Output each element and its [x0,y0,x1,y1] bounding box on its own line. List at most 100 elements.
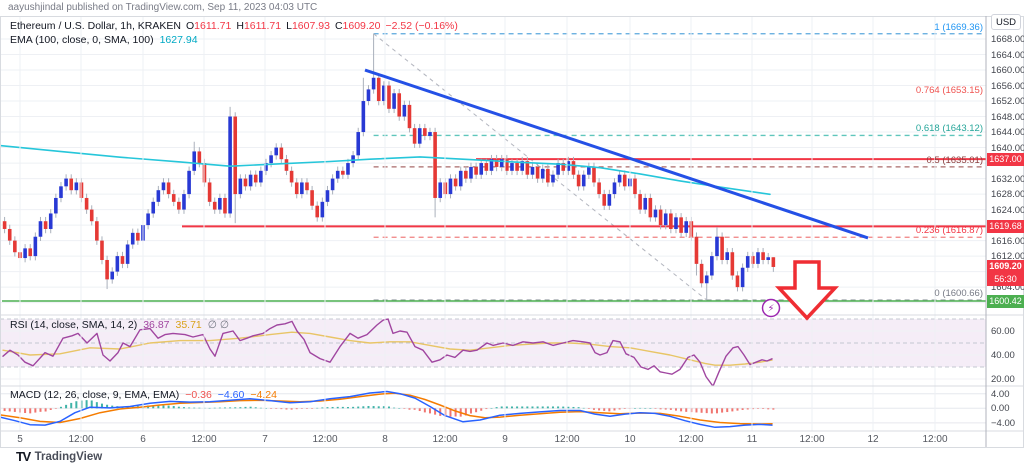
candle [136,232,140,241]
time-axis-label: 12 [867,434,879,445]
candle [305,182,309,191]
rsi-axis-label: 40.00 [991,350,1015,361]
candle [551,174,555,183]
price-axis-label: 1660.00 [991,65,1024,77]
time-axis-label: 6 [140,434,146,445]
candle [684,221,689,233]
candle [448,178,453,195]
tv-logo-text: TradingView [34,450,103,463]
candle [622,174,627,187]
candle [407,104,412,129]
candle [730,252,735,276]
candle [453,178,458,187]
candle [223,197,227,214]
candle [43,221,48,229]
candle [218,197,222,210]
fib-level-label: 0.236 (1616.87) [915,225,983,237]
candle [653,209,658,218]
candle [310,190,314,206]
candle [699,263,704,284]
candle [115,256,120,272]
candle [704,275,709,284]
candle [187,170,191,195]
candle [28,248,33,257]
price-axis-label: 1652.00 [991,96,1024,108]
time-axis-label: 12:00 [68,434,94,445]
candle [146,213,150,226]
candle [279,147,284,160]
ohlc-value: 1611.71 [243,20,282,32]
lightning-sticker [761,298,781,318]
time-axis-label: 12:00 [312,434,338,445]
ohlc-label: O [185,20,195,32]
rsi-axis-label: 20.00 [991,374,1015,385]
candle [238,178,243,195]
published-info: aayushjindal published on TradingView.co… [8,2,318,13]
candle [489,159,494,171]
candle [361,101,366,133]
tv-logo-icon: TV [16,449,31,464]
candle [325,190,330,202]
candle [581,174,586,187]
symbol-legend: Ethereum / U.S. Dollar, 1h, KRAKEN O 1611.… [10,20,458,32]
candle [59,186,63,198]
candle [54,197,58,214]
candle [428,132,432,136]
candle [376,77,381,102]
time-axis-label: 12:00 [191,434,217,445]
candle [587,166,591,175]
ohlc-label: L [286,20,292,32]
candle [417,128,422,144]
candle [228,116,232,214]
candle [766,257,771,260]
macd-axis-label: −4.00 [991,417,1016,429]
candle [346,163,350,175]
candle [335,170,340,179]
time-axis-label: 8 [382,434,388,445]
candle [720,236,724,260]
candle [464,170,468,179]
candle [289,170,294,183]
candle [607,194,612,206]
time-axis-label: 5 [17,434,23,445]
candle [571,161,576,175]
candle [105,259,109,280]
symbol-title: Ethereum / U.S. Dollar, 1h, KRAKEN [10,20,181,32]
candle [474,166,478,175]
price-pane [0,33,986,304]
price-axis-label: 1616.00 [991,235,1024,247]
candle [171,194,176,202]
candle [100,240,104,260]
candle [525,161,530,175]
lightning-icon: ⚡ [767,304,774,315]
candle [535,166,540,179]
price-axis-label: 1656.00 [991,80,1024,92]
currency-button[interactable]: USD [991,14,1021,30]
macd-axis-label: 4.00 [991,388,1010,400]
time-axis-label: 10 [624,434,636,445]
candle [751,256,755,264]
candle [294,182,299,195]
price-axis-label: 1624.00 [991,204,1024,216]
candle [710,256,714,276]
candle [33,236,38,257]
candle [300,182,304,195]
candle [197,151,202,164]
candle [433,132,437,198]
tradingview-logo[interactable]: TV TradingView [16,449,102,464]
time-axis-label: 12:00 [799,434,825,445]
rsi-legend: RSI (14, close, SMA, 14, 2) 36.87 35.71 ∅ ∅ [10,319,229,331]
time-axis-label: 12:00 [922,434,948,445]
rsi-label: RSI (14, close, SMA, 14, 2) [10,319,138,331]
down-arrow-drawing [774,260,840,321]
candle [458,170,463,187]
candle [530,166,535,175]
candle [602,194,607,206]
candle [576,174,581,187]
candle [669,213,673,229]
fib-level-label: 1 (1669.36) [934,21,983,33]
fib-level-label: 0 (1600.66) [934,288,983,300]
candle [151,201,156,214]
